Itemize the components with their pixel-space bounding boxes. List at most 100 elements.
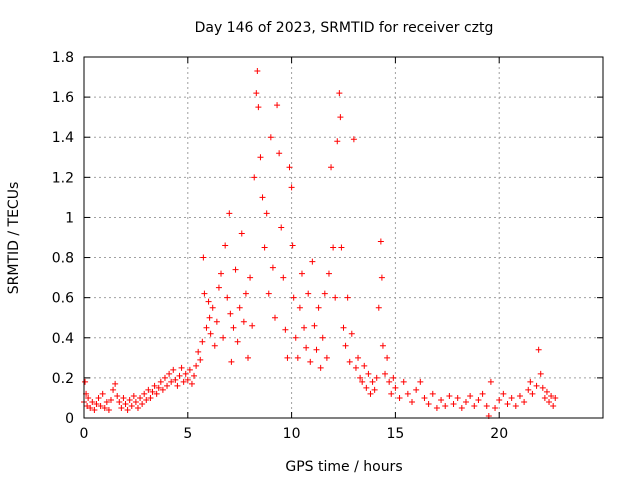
data-point: [284, 354, 291, 361]
data-point: [334, 138, 341, 145]
data-point: [82, 378, 89, 385]
data-point: [251, 174, 258, 181]
y-tick-label: 1.8: [52, 50, 74, 66]
data-point: [529, 390, 536, 397]
data-point: [479, 390, 486, 397]
y-tick-labels: 0 0.2 0.4 0.6 0.8 1 1.2 1.4 1.6 1.8: [52, 50, 74, 427]
data-point: [176, 372, 183, 379]
data-point: [303, 344, 310, 351]
data-point: [382, 370, 389, 377]
data-point: [487, 378, 494, 385]
data-point: [516, 392, 523, 399]
data-point: [307, 358, 314, 365]
data-point: [355, 354, 362, 361]
data-point: [215, 284, 222, 291]
data-point: [164, 382, 171, 389]
plot-frame: [83, 56, 604, 419]
data-point: [442, 402, 449, 409]
data-point: [471, 402, 478, 409]
data-point: [301, 324, 308, 331]
y-tick-label: 1.6: [52, 90, 74, 106]
data-point: [157, 378, 164, 385]
data-point: [373, 374, 380, 381]
data-point: [521, 398, 528, 405]
data-point: [236, 304, 243, 311]
data-point: [369, 378, 376, 385]
data-point: [89, 398, 96, 405]
data-point: [110, 386, 117, 393]
data-point: [357, 374, 364, 381]
data-point: [151, 382, 158, 389]
data-point: [504, 400, 511, 407]
data-point: [178, 364, 185, 371]
y-tick-label: 1.4: [52, 130, 74, 146]
data-point: [147, 394, 154, 401]
data-point: [340, 324, 347, 331]
data-point: [365, 370, 372, 377]
data-point: [328, 164, 335, 171]
data-point: [429, 390, 436, 397]
data-point: [128, 402, 135, 409]
data-point: [114, 392, 121, 399]
data-point: [332, 294, 339, 301]
data-point: [344, 294, 351, 301]
data-point: [294, 354, 301, 361]
data-point: [232, 266, 239, 273]
data-point: [539, 384, 546, 391]
data-point: [99, 390, 106, 397]
data-point: [379, 342, 386, 349]
data-point: [184, 376, 191, 383]
data-point: [286, 164, 293, 171]
data-point: [417, 378, 424, 385]
data-point: [352, 364, 359, 371]
data-point: [118, 404, 125, 411]
data-point: [296, 304, 303, 311]
data-point: [378, 274, 385, 281]
data-point: [278, 224, 285, 231]
data-point: [311, 322, 318, 329]
data-point: [289, 242, 296, 249]
data-point: [103, 398, 110, 405]
data-point: [247, 274, 254, 281]
data-point: [384, 354, 391, 361]
data-point: [263, 210, 270, 217]
y-tick-label: 1.2: [52, 170, 74, 186]
data-point: [496, 396, 503, 403]
x-tick-label: 20: [490, 426, 508, 442]
data-point: [222, 242, 229, 249]
data-point: [390, 374, 397, 381]
data-point: [525, 386, 532, 393]
data-point: [315, 304, 322, 311]
data-point: [492, 404, 499, 411]
x-tick-label: 0: [80, 426, 89, 442]
data-point: [85, 394, 92, 401]
data-point: [446, 392, 453, 399]
data-point: [375, 304, 382, 311]
data-point: [122, 400, 129, 407]
data-point: [438, 396, 445, 403]
data-point: [105, 406, 112, 413]
data-point: [195, 348, 202, 355]
data-point: [124, 406, 131, 413]
data-point: [149, 388, 156, 395]
data-point: [101, 404, 108, 411]
data-point: [153, 390, 160, 397]
data-point: [305, 290, 312, 297]
data-point: [363, 384, 370, 391]
data-point: [249, 322, 256, 329]
data-point: [359, 378, 366, 385]
data-point: [116, 398, 123, 405]
data-point: [84, 402, 91, 409]
data-point: [186, 366, 193, 373]
x-tick-label: 10: [283, 426, 301, 442]
grid-lines: [84, 57, 603, 418]
data-point: [269, 264, 276, 271]
data-point: [298, 270, 305, 277]
data-point: [367, 390, 374, 397]
data-point: [193, 362, 200, 369]
data-point: [386, 378, 393, 385]
data-point: [450, 400, 457, 407]
data-point: [191, 372, 198, 379]
data-point: [462, 398, 469, 405]
data-point: [93, 400, 100, 407]
